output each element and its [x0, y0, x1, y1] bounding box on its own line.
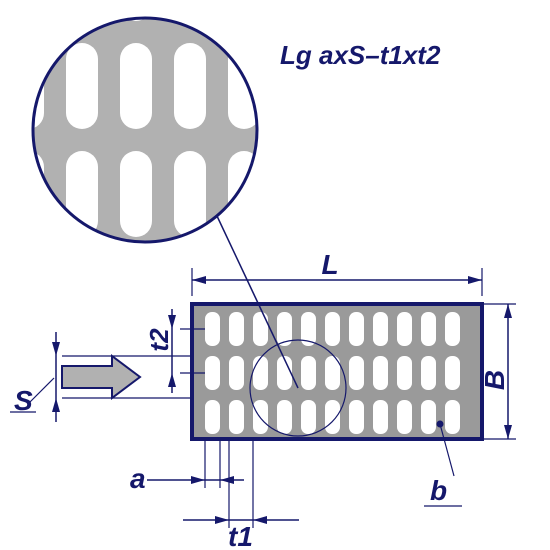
diagram-svg: L Bt2 Sa t1 b — [0, 0, 550, 550]
formula-title: Lg axS–t1xt2 — [280, 40, 440, 71]
dim-B-label: B — [479, 370, 510, 390]
dim-t2-label: t2 — [144, 328, 174, 352]
dim-L-label: L — [321, 249, 338, 280]
dim-a-label: a — [130, 463, 146, 494]
dim-t1-label: t1 — [228, 521, 253, 550]
dim-b-label: b — [430, 475, 447, 506]
direction-arrow — [62, 356, 140, 398]
magnifier-view — [0, 0, 262, 345]
dim-S-label: S — [14, 385, 33, 416]
perforated-sheet — [192, 304, 482, 439]
